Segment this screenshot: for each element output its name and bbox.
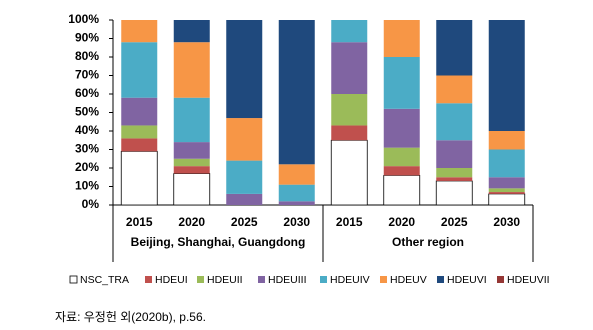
y-tick-label: 50%: [75, 105, 99, 119]
bar-segment: [435, 180, 473, 206]
bar-segment: [121, 42, 158, 98]
bar-segment: [173, 97, 210, 143]
bar-segment: [488, 192, 525, 194]
legend-swatch: [258, 276, 265, 283]
legend-swatch: [145, 276, 152, 283]
y-tick-label: 60%: [75, 86, 99, 100]
bar-segment: [278, 184, 315, 202]
bar-segment: [121, 125, 158, 139]
y-tick-label: 100%: [68, 12, 99, 26]
bar-segment: [383, 174, 421, 206]
x-tick-label: 2015: [126, 215, 153, 229]
bar-segment: [436, 75, 473, 104]
bar-segment: [488, 149, 525, 178]
legend-swatch: [197, 276, 204, 283]
y-tick-label: 10%: [75, 179, 99, 193]
bar-segment: [383, 57, 420, 109]
legend-swatch: [497, 276, 504, 283]
y-tick-label: 80%: [75, 49, 99, 63]
bar-segment: [173, 173, 211, 206]
legend-label: HDEUVII: [507, 274, 550, 286]
bar-segment: [488, 188, 525, 193]
bar-segment: [436, 103, 473, 141]
bar-segment: [173, 166, 210, 174]
bar-segment: [121, 138, 158, 152]
bar-segment: [331, 125, 368, 141]
bar-segment: [488, 177, 525, 189]
bar-segment: [120, 150, 158, 206]
bar-segment: [488, 131, 525, 150]
bar-segment: [173, 20, 210, 43]
group-label: Other region: [392, 235, 464, 249]
x-tick-label: 2015: [336, 215, 363, 229]
bar-segment: [383, 20, 420, 57]
bar-segment: [121, 20, 158, 43]
y-tick-label: 70%: [75, 68, 99, 82]
x-tick-label: 2025: [231, 215, 258, 229]
x-tick-label: 2020: [178, 215, 205, 229]
bar-segment: [330, 139, 368, 206]
y-tick-label: 90%: [75, 31, 99, 45]
bar-segment: [383, 166, 420, 176]
bar-segment: [173, 42, 210, 98]
bar-segment: [278, 20, 315, 165]
group-label: Beijing, Shanghai, Guangdong: [131, 235, 306, 249]
legend-swatch: [380, 276, 387, 283]
bar-segment: [436, 140, 473, 168]
x-tick-label: 2030: [283, 215, 310, 229]
bar-segment: [436, 177, 473, 181]
bar-segment: [383, 147, 420, 167]
legend-label: HDEUI: [155, 274, 188, 286]
legend-swatch: [69, 275, 78, 284]
legend-label: HDEUV: [390, 274, 427, 286]
bar-segment: [436, 20, 473, 76]
bar-segment: [226, 193, 263, 205]
bar-segment: [226, 20, 263, 119]
bar-segment: [173, 142, 210, 159]
y-tick-label: 0%: [82, 197, 100, 211]
bar-segment: [488, 193, 526, 206]
legend-label: HDEUIV: [330, 274, 370, 286]
bar-segment: [278, 201, 315, 205]
x-tick-label: 2025: [441, 215, 468, 229]
y-tick-label: 40%: [75, 123, 99, 137]
bar-segment: [121, 97, 158, 126]
legend-label: HDEUII: [207, 274, 243, 286]
bar-segment: [226, 160, 263, 194]
x-tick-label: 2030: [493, 215, 520, 229]
bar-segment: [331, 94, 368, 126]
bar-segment: [383, 108, 420, 148]
legend-swatch: [437, 276, 444, 283]
bar-segment: [173, 158, 210, 167]
bar-segment: [488, 20, 525, 131]
y-tick-label: 30%: [75, 142, 99, 156]
legend-label: NSC_TRA: [80, 274, 129, 286]
x-tick-label: 2020: [388, 215, 415, 229]
source-note: 자료: 우정헌 외(2020b), p.56.: [55, 310, 206, 324]
legend-label: HDEUIII: [268, 274, 307, 286]
y-tick-label: 20%: [75, 160, 99, 174]
legend-swatch: [320, 276, 327, 283]
bar-segment: [436, 168, 473, 178]
bar-segment: [331, 42, 368, 94]
legend-label: HDEUVI: [447, 274, 487, 286]
bar-segment: [278, 164, 315, 185]
bar-segment: [226, 118, 263, 161]
bar-segment: [331, 20, 368, 43]
